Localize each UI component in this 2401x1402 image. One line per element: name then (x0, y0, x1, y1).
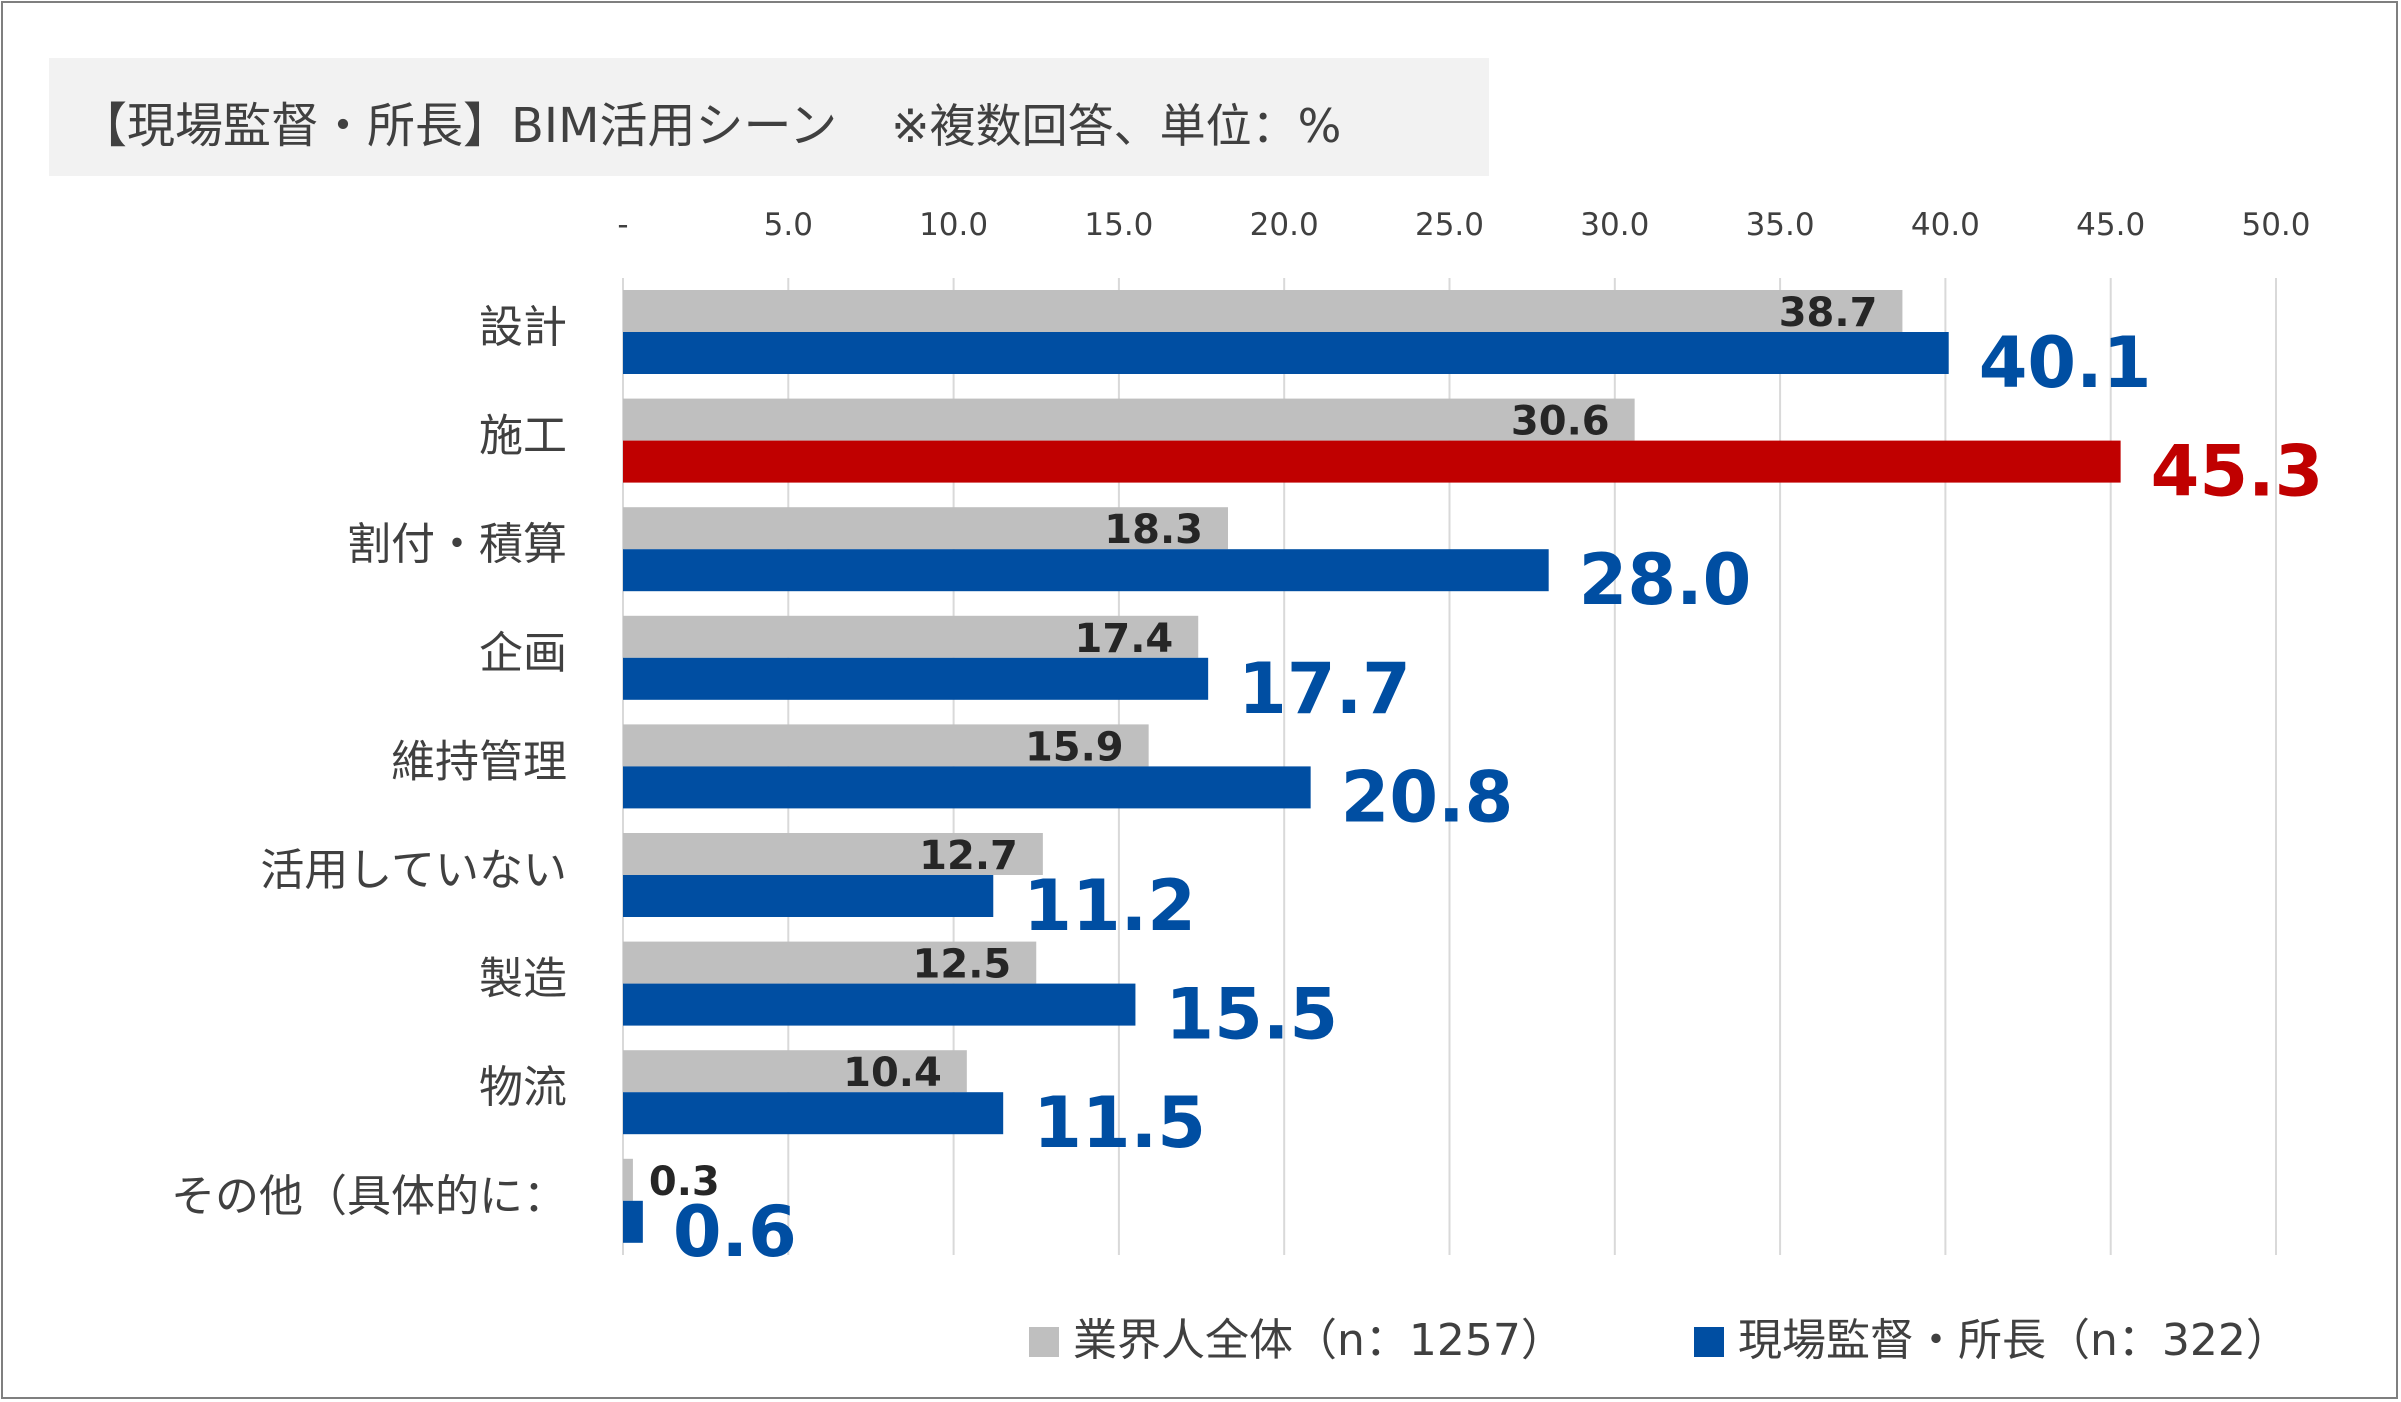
data-label-series2: 45.3 (2151, 431, 2324, 513)
x-tick-label: 45.0 (2076, 207, 2145, 243)
bar-series1 (623, 724, 1149, 767)
bar-series2 (623, 440, 2121, 483)
bar-series2 (623, 549, 1549, 592)
chart-title: 【現場監督・所長】BIM活用シーン ※複数回答、単位：% (79, 86, 1341, 156)
data-label-series1: 10.4 (843, 1050, 942, 1096)
category-label: 企画 (479, 628, 567, 679)
x-tick-label: 20.0 (1250, 207, 1319, 243)
bar-series2 (623, 1092, 1004, 1135)
data-label-series1: 38.7 (1779, 290, 1878, 336)
x-tick-label: 35.0 (1746, 207, 1815, 243)
data-label-series1: 17.4 (1075, 616, 1174, 662)
bar-series1 (623, 941, 1037, 984)
bar-series1 (623, 398, 1635, 441)
title-box: 【現場監督・所長】BIM活用シーン ※複数回答、単位：% (49, 58, 1489, 176)
bar-series1 (623, 290, 1903, 332)
legend-label: 業界人全体（n：1257） (1073, 1315, 1565, 1366)
legend-label: 現場監督・所長（n：322） (1738, 1315, 2290, 1366)
bar-series2 (623, 875, 994, 917)
chart-title-text: 【現場監督・所長】BIM活用シーン (79, 98, 838, 154)
data-label-series2: 40.1 (1979, 322, 2152, 404)
category-label: 維持管理 (391, 736, 567, 787)
bar-series2 (623, 332, 1949, 374)
x-tick-label: 10.0 (919, 207, 988, 243)
category-label: 施工 (479, 411, 567, 462)
data-label-series1: 18.3 (1104, 507, 1203, 553)
bar-series1 (623, 1158, 633, 1201)
data-labels: 38.7 40.1 30.6 45.3 18.3 28.0 17.4 17.7 15.9 20.8… (649, 290, 2323, 1273)
x-tick-label: 15.0 (1084, 207, 1153, 243)
data-label-series2: 11.2 (1023, 865, 1196, 947)
category-label: 設計 (479, 302, 567, 353)
category-label: 物流 (479, 1062, 567, 1113)
x-tick-label: 40.0 (1911, 207, 1980, 243)
legend: 業界人全体（n：1257） 現場監督・所長（n：322） (1029, 1315, 2290, 1366)
bar-series2 (623, 1200, 643, 1243)
data-label-series1: 15.9 (1025, 724, 1124, 770)
category-label: 割付・積算 (347, 519, 567, 570)
bar-series1 (623, 507, 1228, 550)
bars (623, 290, 2121, 1243)
legend-swatch (1694, 1327, 1724, 1357)
data-label-series2: 11.5 (1033, 1082, 1206, 1164)
category-label: 製造 (479, 954, 567, 1005)
chart-note: ※複数回答、単位：% (891, 99, 1342, 153)
data-label-series1: 12.5 (913, 942, 1012, 988)
bar-series1 (623, 1050, 967, 1093)
data-label-series2: 20.8 (1341, 756, 1514, 838)
x-tick-label: 25.0 (1415, 207, 1484, 243)
x-tick-label: - (617, 207, 628, 243)
data-label-series1: 12.7 (919, 833, 1018, 879)
data-label-series1: 0.3 (649, 1159, 720, 1205)
data-label-series2: 17.7 (1238, 648, 1411, 730)
x-axis-ticks: - 5.0 10.0 15.0 20.0 25.0 30.0 35.0 40.0 45.0 50.0 (617, 207, 2310, 243)
data-label-series1: 30.6 (1511, 399, 1610, 445)
data-label-series2: 28.0 (1579, 539, 1752, 621)
legend-swatch (1029, 1327, 1059, 1357)
data-label-series2: 15.5 (1165, 974, 1338, 1056)
bar-series2 (623, 766, 1311, 809)
category-label: 活用していない (260, 845, 567, 896)
x-tick-label: 30.0 (1580, 207, 1649, 243)
bar-series2 (623, 657, 1209, 700)
x-tick-label: 5.0 (764, 207, 813, 243)
data-label-series2: 0.6 (673, 1191, 797, 1273)
x-tick-label: 50.0 (2241, 207, 2310, 243)
bar-series1 (623, 833, 1043, 875)
category-label: その他（具体的に： (171, 1171, 567, 1222)
bar-series2 (623, 983, 1136, 1026)
bar-series1 (623, 615, 1199, 658)
